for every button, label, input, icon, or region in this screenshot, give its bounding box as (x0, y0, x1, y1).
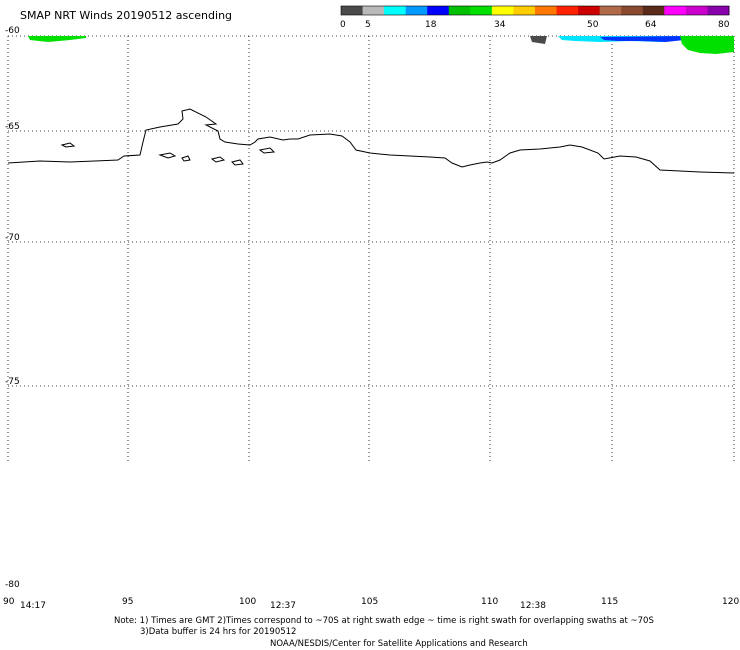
colorbar-label-18: 18 (425, 20, 437, 30)
wind-swath-calm (530, 36, 547, 44)
lon-label: 115 (601, 597, 619, 607)
colorbar-segment (470, 6, 493, 15)
graticule (7, 35, 735, 464)
colorbar-label-0: 0 (340, 20, 346, 30)
lat-label: -70 (5, 233, 20, 243)
colorbar-segment (556, 6, 579, 15)
colorbar-label-50: 50 (587, 20, 599, 30)
colorbar-segment (491, 6, 514, 15)
colorbar-segment (362, 6, 385, 15)
colorbar-label-5: 5 (365, 20, 371, 30)
notes-line-2: 3)Data buffer is 24 hrs for 20190512 (140, 627, 297, 637)
colorbar-label-34: 34 (494, 20, 506, 30)
small-island (210, 156, 226, 163)
colorbar-segment (707, 6, 730, 15)
small-island (231, 159, 244, 166)
colorbar-frame (340, 5, 730, 16)
colorbar-label-64: 64 (645, 20, 657, 30)
lon-label: 95 (122, 597, 134, 607)
colorbar-segment (685, 6, 708, 15)
lat-label: -75 (5, 377, 20, 387)
colorbar-segment (405, 6, 428, 15)
credit-line: NOAA/NESDIS/Center for Satellite Applica… (270, 639, 528, 649)
colorbar-segment (341, 6, 364, 15)
lon-label: 100 (239, 597, 257, 607)
swath-time-label: 14:17 (20, 601, 46, 611)
coastline (7, 108, 735, 174)
colorbar-segment (664, 6, 687, 15)
lat-label: -80 (5, 580, 20, 590)
wind-swath-strong (680, 36, 734, 54)
small-island (60, 142, 76, 148)
figure-title: SMAP NRT Winds 20190512 ascending (20, 9, 233, 22)
lat-label: -60 (5, 26, 20, 36)
swath-time-label: 12:38 (520, 601, 546, 611)
lon-label: 90 (3, 597, 15, 607)
notes-line-1: Note: 1) Times are GMT 2)Times correspon… (114, 616, 654, 626)
swath-time-label: 12:37 (270, 601, 296, 611)
colorbar-segment (578, 6, 601, 15)
lat-label: -65 (5, 122, 20, 132)
colorbar-segment (621, 6, 644, 15)
small-island (158, 152, 177, 159)
colorbar-segment (535, 6, 558, 15)
lon-label: 105 (361, 597, 379, 607)
wind-swath-moderate (600, 36, 684, 42)
small-island (258, 147, 276, 154)
wind-swath-left (28, 36, 86, 42)
colorbar-segment (599, 6, 622, 15)
small-island (181, 155, 191, 162)
colorbar-segment (642, 6, 665, 15)
colorbar-segment (384, 6, 407, 15)
lon-label: 120 (722, 597, 740, 607)
colorbar-segment (448, 6, 471, 15)
colorbar-segment (427, 6, 450, 15)
colorbar-segments (341, 6, 730, 15)
colorbar-label-80: 80 (718, 20, 730, 30)
lon-label: 110 (481, 597, 499, 607)
colorbar (340, 5, 730, 16)
colorbar-segment (513, 6, 536, 15)
